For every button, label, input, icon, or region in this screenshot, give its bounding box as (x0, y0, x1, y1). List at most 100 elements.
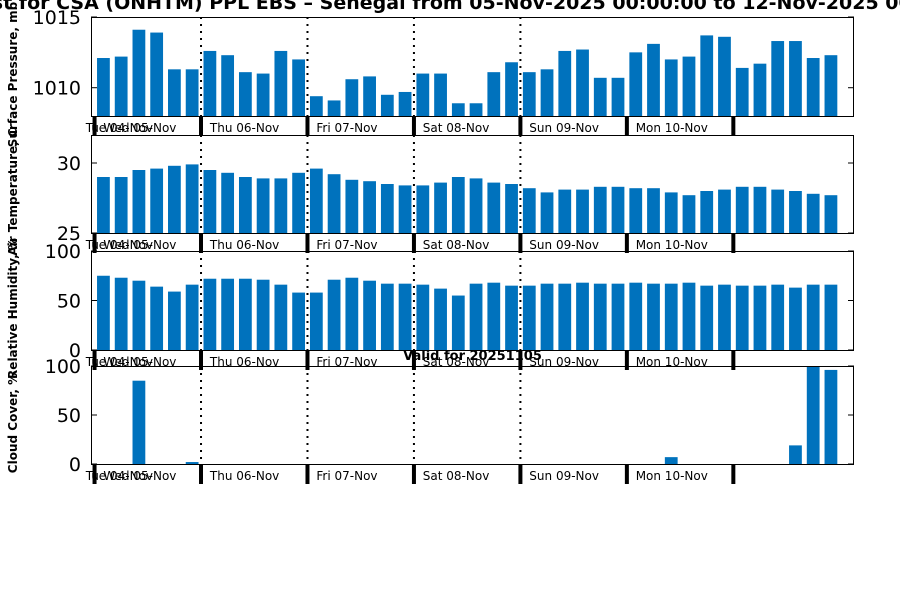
x-tick-label: Sat 08-Nov (423, 121, 490, 135)
bar (487, 182, 501, 233)
x-tick-label: Tue 04-Nov (85, 121, 153, 135)
bar-series (97, 29, 838, 116)
bar (398, 91, 412, 116)
bar (505, 62, 518, 116)
x-tick-label: Wed 05-Nov (103, 121, 176, 135)
bar (789, 445, 802, 464)
bar (327, 174, 341, 233)
bar (238, 177, 252, 233)
bar (824, 284, 838, 350)
bar (593, 77, 607, 116)
figure-title: Forecast for CSA (ONHTM) PPL EBS – Seneg… (0, 0, 900, 14)
bar (292, 292, 305, 350)
bar (185, 69, 199, 116)
x-tick-label: Sat 08-Nov (423, 469, 490, 483)
bar (309, 96, 323, 116)
bar (806, 193, 820, 233)
bar (522, 72, 536, 116)
bar (132, 170, 146, 233)
bar (114, 56, 128, 116)
bar (380, 94, 394, 116)
y-axis-label: Surface Pressure, mb (6, 1, 20, 147)
bar (97, 58, 110, 116)
bar (221, 278, 235, 350)
bar (238, 72, 252, 116)
bar (132, 29, 146, 116)
x-tick-label: Fri 07-Nov (316, 121, 377, 135)
bar (185, 164, 199, 233)
x-tick-label: Sun 09-Nov (529, 355, 599, 369)
bar (309, 292, 323, 350)
bar (824, 55, 838, 116)
bar (309, 168, 323, 233)
x-tick-label: Mon 10-Nov (636, 469, 708, 483)
bar (451, 177, 465, 233)
bar (363, 280, 376, 350)
bar (451, 103, 465, 116)
y-tick-label: 30 (57, 153, 81, 175)
bar (824, 369, 838, 464)
bar (664, 192, 678, 233)
bar (97, 177, 110, 233)
bar (168, 165, 181, 233)
bar (150, 286, 164, 350)
bar (345, 79, 359, 116)
bar (221, 55, 235, 116)
bar (753, 285, 767, 350)
bar (611, 186, 625, 233)
x-tick-label: Mon 10-Nov (636, 355, 708, 369)
bar (576, 282, 589, 350)
bar (611, 283, 625, 350)
bar (274, 178, 288, 233)
bar (718, 284, 731, 350)
y-tick-label: 0 (69, 340, 81, 362)
bar (487, 282, 501, 350)
bar (505, 184, 518, 233)
bar (327, 100, 341, 116)
x-tick-label: Sun 09-Nov (529, 121, 599, 135)
bar (114, 277, 128, 350)
bar (416, 284, 430, 350)
y-tick-label: 100 (45, 241, 81, 263)
x-tick-label: Wed 05-Nov (103, 469, 176, 483)
bar (576, 189, 589, 233)
bar (789, 287, 802, 350)
bar (789, 191, 802, 233)
bar (434, 182, 447, 233)
bar (682, 195, 696, 233)
bar (398, 185, 412, 233)
bar (203, 278, 217, 350)
bar (718, 189, 731, 233)
bar (256, 73, 270, 116)
bar (806, 366, 820, 464)
panel-title: Valid for 20251105 (403, 349, 542, 364)
bar (132, 380, 146, 464)
x-tick-label: Wed 05-Nov (103, 355, 176, 369)
bar (398, 283, 412, 350)
x-tick-label: Fri 07-Nov (316, 238, 377, 252)
bar (380, 184, 394, 233)
x-tick-label: Tue 04-Nov (85, 469, 153, 483)
bar (469, 103, 483, 116)
bar (505, 285, 518, 350)
bar (363, 76, 376, 116)
bar (256, 178, 270, 233)
bar (735, 67, 749, 116)
x-tick-label: Fri 07-Nov (316, 469, 377, 483)
bar (274, 50, 288, 116)
y-tick-label: 50 (57, 291, 81, 313)
bar (735, 285, 749, 350)
bar (203, 50, 217, 116)
x-tick-label: Sat 08-Nov (423, 355, 490, 369)
x-tick-label: Mon 10-Nov (636, 238, 708, 252)
bar (664, 59, 678, 116)
bar (150, 32, 164, 116)
bar (771, 284, 785, 350)
bar (487, 72, 501, 116)
bar (380, 283, 394, 350)
bar (682, 282, 696, 350)
x-tick-label: Wed 05-Nov (103, 238, 176, 252)
bar (700, 285, 714, 350)
